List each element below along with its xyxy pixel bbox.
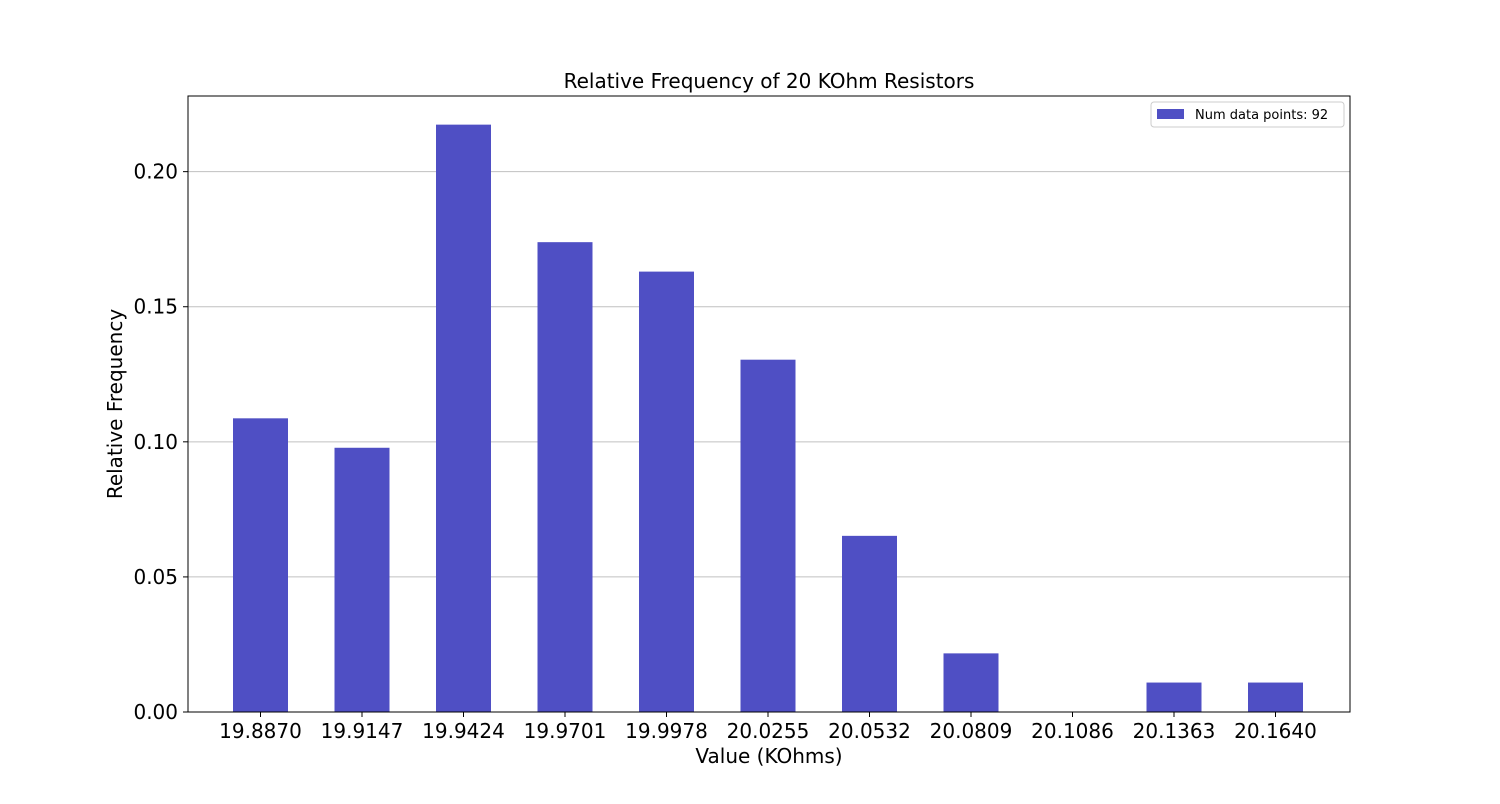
bar — [436, 124, 491, 712]
legend-label: Num data points: 92 — [1195, 108, 1328, 123]
bars — [233, 124, 1303, 712]
legend-box — [1150, 101, 1345, 128]
bar — [639, 271, 694, 712]
bar — [537, 242, 593, 712]
bar — [1146, 682, 1202, 712]
chart-title: Relative Frequency of 20 KOhm Resistors — [564, 69, 975, 93]
x-axis-title: Value (KOhms) — [695, 744, 842, 768]
x-tick-label: 20.0809 — [930, 719, 1013, 743]
y-tick-label: 0.20 — [133, 160, 178, 184]
y-axis-ticks: 0.00 0.05 0.10 0.15 0.20 — [133, 160, 188, 724]
y-tick-label: 0.10 — [133, 430, 178, 454]
bar — [842, 535, 897, 712]
bar — [334, 447, 390, 712]
bar — [740, 359, 796, 712]
x-tick-label: 20.1640 — [1234, 719, 1317, 743]
bar — [1248, 682, 1303, 712]
x-tick-label: 19.9701 — [524, 719, 607, 743]
x-tick-label: 20.1086 — [1031, 719, 1114, 743]
legend: Num data points: 92 — [1150, 101, 1345, 128]
x-tick-label: 19.9147 — [321, 719, 404, 743]
x-tick-label: 20.0255 — [727, 719, 810, 743]
y-tick-label: 0.05 — [133, 565, 178, 589]
x-tick-label: 19.9424 — [422, 719, 505, 743]
x-tick-label: 20.0532 — [828, 719, 911, 743]
legend-swatch — [1157, 109, 1184, 119]
bar — [943, 653, 999, 712]
x-tick-label: 19.9978 — [625, 719, 708, 743]
bar — [233, 418, 288, 712]
x-tick-label: 19.8870 — [219, 719, 302, 743]
x-tick-label: 20.1363 — [1133, 719, 1216, 743]
y-tick-label: 0.00 — [133, 700, 178, 724]
x-axis-ticks: 19.8870 19.9147 19.9424 19.9701 19.9978 20.02… — [219, 712, 1317, 743]
plot-frame — [187, 95, 1351, 713]
y-tick-label: 0.15 — [133, 295, 178, 319]
y-axis-title: Relative Frequency — [103, 309, 127, 499]
